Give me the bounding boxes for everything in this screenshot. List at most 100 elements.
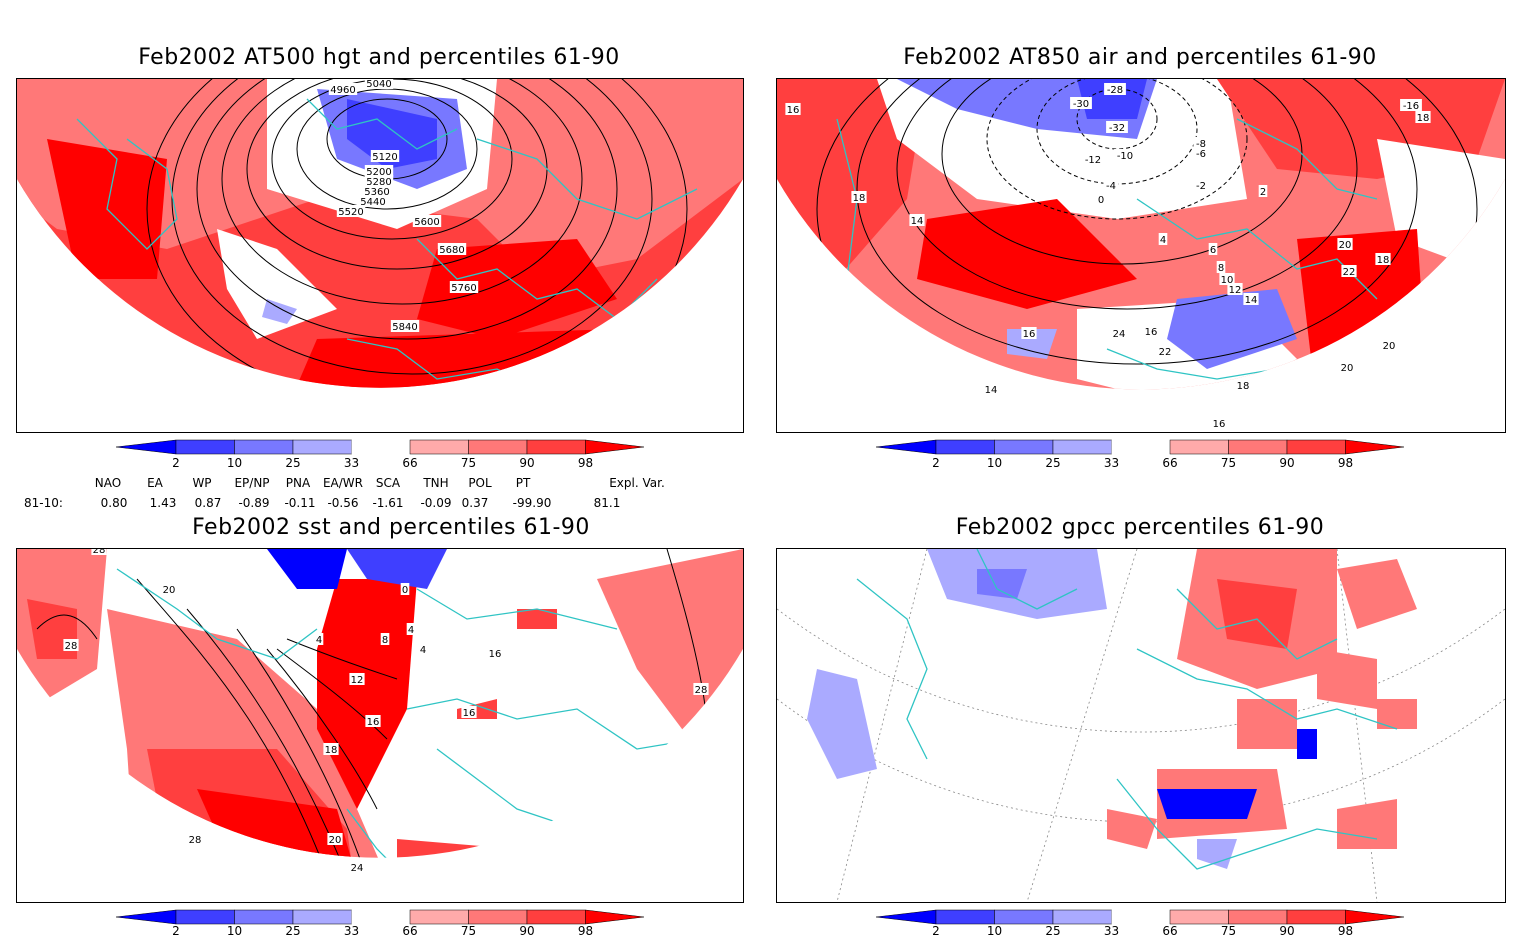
contour-label-bg (1193, 137, 1209, 149)
contour-label: 20 (1339, 240, 1352, 251)
index-header: NAO (94, 476, 122, 490)
colorbar-graphic (876, 909, 1404, 925)
contour-label-bg (1375, 253, 1391, 265)
contour-label: 12 (1229, 285, 1242, 296)
contour-label: 20 (329, 835, 342, 846)
colorbar-graphic (876, 439, 1404, 455)
contour-label: 8 (382, 635, 388, 646)
contour-label: 5280 (366, 177, 391, 188)
colorbar-label: 33 (343, 456, 360, 470)
teleconnection-indices: NAO EA WP EP/NP PNA EA/WR SCA TNH POL PT Expl. Var… (0, 476, 760, 512)
colorbar-label: 2 (172, 924, 180, 938)
colorbar-arrow-low (116, 439, 177, 455)
index-value: -99.90 (512, 496, 552, 510)
colorbar-label: 90 (519, 924, 535, 938)
contour-label-bg (1227, 283, 1243, 295)
index-value: -0.89 (238, 496, 270, 510)
colorbar-labels: 2 10 25 33 66 75 90 98 (116, 456, 644, 470)
contour-label: 20 (163, 585, 176, 596)
contour-label-bg (400, 583, 410, 595)
contour-label-bg (362, 185, 392, 197)
contour-label-bg (91, 549, 107, 555)
index-value: 0.37 (461, 496, 489, 510)
contour-label-bg (1103, 179, 1119, 191)
contour-label-bg (364, 175, 394, 187)
contour-label-bg (1096, 193, 1106, 205)
contour-label: 16 (367, 717, 380, 728)
colorbar-segment (526, 439, 586, 455)
contour-label-bg (1104, 83, 1126, 95)
colorbar-label: 75 (1220, 924, 1237, 938)
index-header: EA/WR (322, 476, 364, 490)
contour-label: 22 (1343, 267, 1356, 278)
colorbar-arrow-high (585, 439, 644, 455)
colorbar-label: 98 (577, 456, 594, 470)
contour-label-bg (785, 103, 801, 115)
contour-label-bg (1341, 265, 1357, 277)
contour-label: 0 (1098, 195, 1104, 206)
contour-label: 18 (325, 745, 338, 756)
colorbar-segment (1111, 910, 1170, 924)
contour-label: 16 (1023, 329, 1036, 340)
index-header: PNA (285, 476, 311, 490)
index-header: SCA (375, 476, 401, 490)
colorbar-label: 66 (1162, 456, 1178, 470)
contour-label: 4 (420, 645, 426, 656)
contour-label-bg (461, 706, 477, 718)
contour-label-bg (983, 383, 999, 395)
colorbar-graphic (116, 909, 644, 925)
colorbar-label: 66 (1162, 924, 1178, 938)
colorbar-label: 10 (226, 456, 243, 470)
index-value: -0.56 (327, 496, 359, 510)
contour-label-bg (1193, 147, 1209, 159)
colorbar-labels: 2 10 25 33 66 75 90 98 (876, 924, 1404, 938)
contour-label: 5440 (360, 197, 385, 208)
colorbar-label: 66 (402, 456, 418, 470)
colorbar-label: 90 (519, 456, 535, 470)
contour-label-bg (187, 833, 203, 845)
index-header: TNH (423, 476, 449, 490)
contour-label-bg (364, 165, 394, 177)
contour-label-bg (1381, 339, 1397, 351)
contour-label-bg (1070, 97, 1092, 109)
temp-contours (816, 79, 1478, 390)
contour-label: 5200 (366, 167, 391, 178)
colorbar-label: 75 (1220, 456, 1237, 470)
contour-label-bg (1415, 111, 1431, 123)
contour-label: 18 (1237, 381, 1250, 392)
colorbar-label: 10 (226, 924, 243, 938)
contour-label: -8 (1196, 139, 1206, 150)
contour-label: 18 (1417, 113, 1430, 124)
contour-label-bg (1208, 243, 1218, 255)
colorbar-label: 2 (932, 924, 940, 938)
contour-label: 4960 (330, 85, 355, 96)
contour-label-bg (314, 633, 324, 645)
contour-label-bg (370, 150, 400, 162)
contour-label: 12 (351, 675, 364, 686)
panel-title-p1: Feb2002 AT500 hgt and percentiles 61-90 (138, 45, 620, 70)
contour-label: 28 (189, 835, 202, 846)
contour-label: -4 (1106, 181, 1116, 192)
colorbar-label: 25 (1045, 456, 1061, 470)
colorbar-segment (292, 439, 352, 455)
contour-label-bg (358, 195, 388, 207)
contour-label-bg (63, 639, 79, 651)
contour-label-bg (412, 215, 442, 227)
contour-label: 5680 (439, 245, 464, 256)
contour-label: 5520 (338, 207, 363, 218)
panel-title-p4: Feb2002 gpcc percentiles 61-90 (955, 515, 1325, 540)
index-value: 0.80 (100, 496, 128, 510)
colorbar-label: 10 (986, 924, 1003, 938)
contour-label: 14 (1245, 295, 1258, 306)
colorbar-segment (409, 439, 469, 455)
map-panel-hgt500: 5040 4960 5120 5200 5280 5360 5440 5520 5600 5680… (16, 78, 744, 433)
contour-label-bg (390, 320, 420, 332)
contour-label: 5040 (366, 79, 391, 90)
contour-label-bg (1219, 273, 1235, 285)
index-value: 0.87 (194, 496, 222, 510)
contour-label-bg (1193, 179, 1209, 191)
contour-label: 18 (853, 193, 866, 204)
colorbar-p4: 2 10 25 33 66 75 90 98 (876, 908, 1404, 940)
